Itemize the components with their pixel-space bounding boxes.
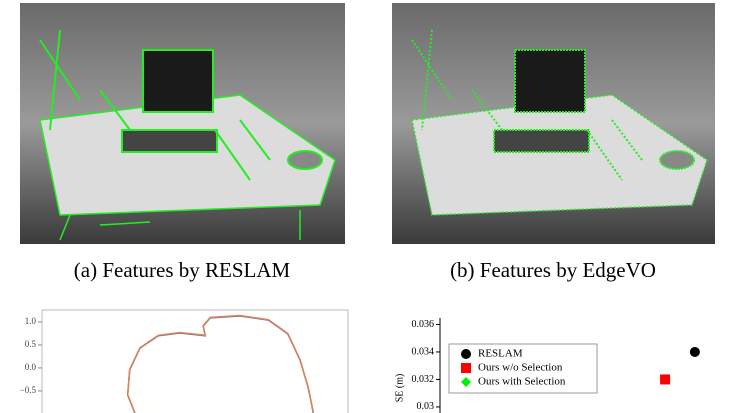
plot-frame xyxy=(41,309,349,413)
y-tick-label: 0.0 xyxy=(25,362,37,372)
caption: (b) Features by EdgeVO xyxy=(450,258,656,282)
legend-label: Ours w/o Selection xyxy=(478,362,563,374)
y-tick-label: 0.034 xyxy=(412,346,435,357)
legend-marker xyxy=(461,349,471,359)
trajectory xyxy=(126,314,315,413)
legend-box xyxy=(448,343,598,394)
y-tick-label: 0.03 xyxy=(417,401,435,412)
legend-label: Ours with Selection xyxy=(478,376,566,388)
legend-marker xyxy=(461,377,471,387)
caption: (a) Features by RESLAM xyxy=(74,258,291,282)
marker xyxy=(689,346,700,357)
y-axis-label: SE (m) xyxy=(394,374,405,403)
trajectory xyxy=(126,315,315,413)
image-a xyxy=(20,3,345,244)
y-tick-label: 0.5 xyxy=(25,339,37,349)
y-tick-label: 0.032 xyxy=(412,374,435,385)
legend-label: RESLAM xyxy=(478,348,523,360)
y-tick-label: 0.036 xyxy=(412,319,435,330)
legend-marker xyxy=(461,363,471,373)
image-b xyxy=(392,3,715,244)
y-tick-label: −0.5 xyxy=(20,385,37,395)
y-tick-label: 1.0 xyxy=(25,316,37,326)
marker xyxy=(660,374,671,385)
